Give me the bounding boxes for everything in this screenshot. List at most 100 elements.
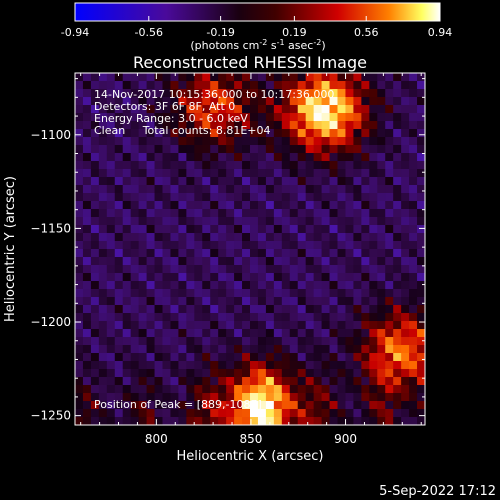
heatmap-cell <box>377 121 386 130</box>
heatmap-cell <box>417 201 425 210</box>
heatmap-cell <box>98 233 108 242</box>
heatmap-cell <box>138 145 148 154</box>
heatmap-cell <box>234 177 243 186</box>
heatmap-cell <box>361 209 370 218</box>
heatmap-cell <box>409 337 418 346</box>
heatmap-cell <box>138 113 148 122</box>
heatmap-cell <box>178 193 187 202</box>
heatmap-cell <box>178 169 187 178</box>
heatmap-cell <box>409 297 418 306</box>
heatmap-cell <box>337 113 347 122</box>
heatmap-cell <box>401 345 410 354</box>
heatmap-cell <box>265 313 275 322</box>
heatmap-cell <box>98 185 108 194</box>
heatmap-cell <box>82 137 92 146</box>
heatmap-cell <box>313 145 323 154</box>
heatmap-cell <box>138 97 148 106</box>
heatmap-cell <box>401 417 410 425</box>
heatmap-cell <box>218 281 227 290</box>
heatmap-cell <box>138 217 148 226</box>
heatmap-cell <box>401 201 410 210</box>
heatmap-cell <box>122 105 132 114</box>
heatmap-cell <box>106 113 116 122</box>
heatmap-cell <box>321 137 331 146</box>
heatmap-cell <box>98 113 108 122</box>
info-time-range: 14-Nov-2017 10:15:36.000 to 10:17:36.000 <box>94 88 334 101</box>
heatmap-cell <box>393 377 402 386</box>
heatmap-cell <box>146 265 156 274</box>
heatmap-cell <box>186 105 195 114</box>
heatmap-cell <box>250 113 259 122</box>
heatmap-cell <box>218 417 227 425</box>
heatmap-cell <box>345 177 355 186</box>
heatmap-cell <box>234 185 243 194</box>
heatmap-cell <box>409 129 418 138</box>
heatmap-cell <box>75 305 84 314</box>
heatmap-cell <box>337 297 347 306</box>
heatmap-cell <box>146 361 156 370</box>
heatmap-cell <box>353 305 362 314</box>
heatmap-cell <box>321 81 331 90</box>
heatmap-cell <box>98 73 108 82</box>
heatmap-cell <box>186 169 195 178</box>
heatmap-cell <box>361 225 370 234</box>
heatmap-cell <box>170 321 180 330</box>
heatmap-cell <box>114 201 124 210</box>
heatmap-cell <box>218 185 227 194</box>
heatmap-cell <box>162 305 172 314</box>
heatmap-cell <box>234 81 243 90</box>
heatmap-cell <box>289 153 299 162</box>
heatmap-cell <box>377 169 386 178</box>
heatmap-cell <box>170 137 180 146</box>
heatmap-cell <box>393 161 402 170</box>
heatmap-cell <box>393 201 402 210</box>
heatmap-cell <box>313 369 323 378</box>
heatmap-cell <box>297 145 307 154</box>
heatmap-cell <box>385 289 394 298</box>
heatmap-cell <box>385 145 394 154</box>
heatmap-cell <box>257 385 267 394</box>
heatmap-cell <box>377 113 386 122</box>
heatmap-cell <box>90 129 100 138</box>
heatmap-cell <box>321 193 331 202</box>
heatmap-cell <box>321 401 331 410</box>
heatmap-cell <box>273 409 283 418</box>
heatmap-cell <box>265 129 275 138</box>
heatmap-cell <box>289 297 299 306</box>
heatmap-cell <box>369 393 378 402</box>
heatmap-cell <box>138 281 148 290</box>
heatmap-cell <box>257 121 267 130</box>
heatmap-cell <box>82 105 92 114</box>
heatmap-cell <box>98 137 108 146</box>
heatmap-cell <box>409 289 418 298</box>
heatmap-cell <box>75 241 84 250</box>
heatmap-cell <box>90 369 100 378</box>
heatmap-cell <box>75 121 84 130</box>
heatmap-cell <box>226 337 235 346</box>
heatmap-cell <box>218 305 227 314</box>
heatmap-cell <box>417 81 425 90</box>
heatmap-cell <box>90 417 100 425</box>
heatmap-cell <box>178 177 187 186</box>
heatmap-cell <box>122 409 132 418</box>
heatmap-cell <box>218 401 227 410</box>
heatmap-cell <box>234 113 243 122</box>
heatmap-cell <box>321 361 331 370</box>
heatmap-cell <box>401 281 410 290</box>
heatmap-cell <box>186 121 195 130</box>
heatmap-cell <box>234 305 243 314</box>
heatmap-cell <box>297 193 307 202</box>
heatmap-cell <box>393 185 402 194</box>
heatmap-cell <box>321 257 331 266</box>
heatmap-cell <box>138 137 148 146</box>
heatmap-cell <box>146 337 156 346</box>
heatmap-cell <box>369 401 378 410</box>
heatmap-cell <box>250 289 259 298</box>
heatmap-cell <box>186 401 195 410</box>
heatmap-cell <box>417 225 425 234</box>
heatmap-cell <box>226 257 235 266</box>
heatmap-cell <box>202 153 211 162</box>
heatmap-cell <box>226 393 235 402</box>
heatmap-cell <box>257 249 267 258</box>
heatmap-cell <box>178 353 187 362</box>
